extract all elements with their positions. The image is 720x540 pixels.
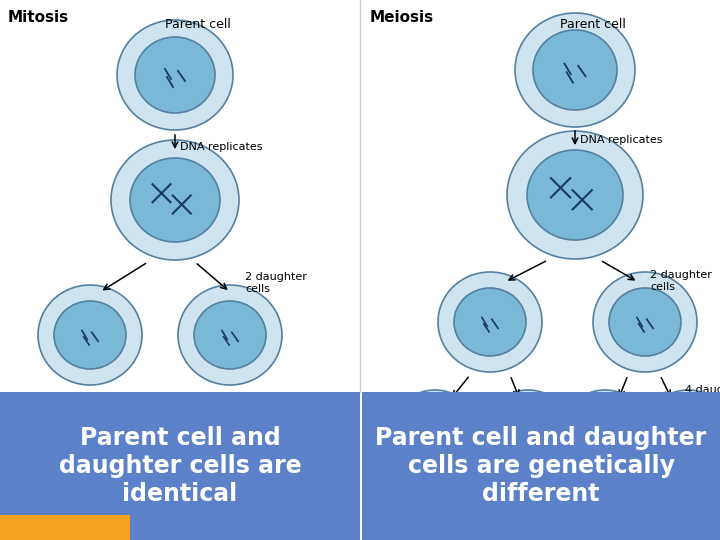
Ellipse shape — [406, 403, 464, 457]
Ellipse shape — [111, 140, 239, 260]
Bar — [0, 515, 130, 540]
Bar — [362, 392, 720, 540]
Ellipse shape — [130, 158, 220, 242]
Ellipse shape — [533, 30, 617, 110]
Ellipse shape — [438, 272, 542, 372]
Ellipse shape — [576, 403, 634, 457]
Ellipse shape — [178, 285, 282, 385]
Text: Meiosis: Meiosis — [370, 10, 434, 25]
Ellipse shape — [515, 13, 635, 127]
Ellipse shape — [646, 390, 720, 470]
Bar — [0, 392, 360, 540]
Text: Mitosis: Mitosis — [8, 10, 69, 25]
Ellipse shape — [486, 390, 570, 470]
Text: Parent cell and daughter
cells are genetically
different: Parent cell and daughter cells are genet… — [375, 426, 706, 506]
Ellipse shape — [38, 285, 142, 385]
Ellipse shape — [527, 150, 623, 240]
Ellipse shape — [135, 37, 215, 113]
Ellipse shape — [194, 301, 266, 369]
Ellipse shape — [609, 288, 681, 356]
Ellipse shape — [499, 403, 557, 457]
Ellipse shape — [507, 131, 643, 259]
Ellipse shape — [393, 390, 477, 470]
Ellipse shape — [659, 403, 717, 457]
Ellipse shape — [117, 20, 233, 130]
Text: DNA replicates: DNA replicates — [580, 135, 662, 145]
Ellipse shape — [54, 301, 126, 369]
Text: DNA replicates: DNA replicates — [180, 142, 263, 152]
Text: Parent cell: Parent cell — [560, 18, 626, 31]
Text: 2 daughter
cells: 2 daughter cells — [245, 272, 307, 294]
Ellipse shape — [454, 288, 526, 356]
Ellipse shape — [563, 390, 647, 470]
Text: 2 daughter
cells: 2 daughter cells — [650, 270, 712, 292]
Text: 4 daughter
cells: 4 daughter cells — [685, 385, 720, 407]
Text: Parent cell and
daughter cells are
identical: Parent cell and daughter cells are ident… — [59, 426, 301, 506]
Ellipse shape — [593, 272, 697, 372]
Text: Parent cell: Parent cell — [165, 18, 231, 31]
